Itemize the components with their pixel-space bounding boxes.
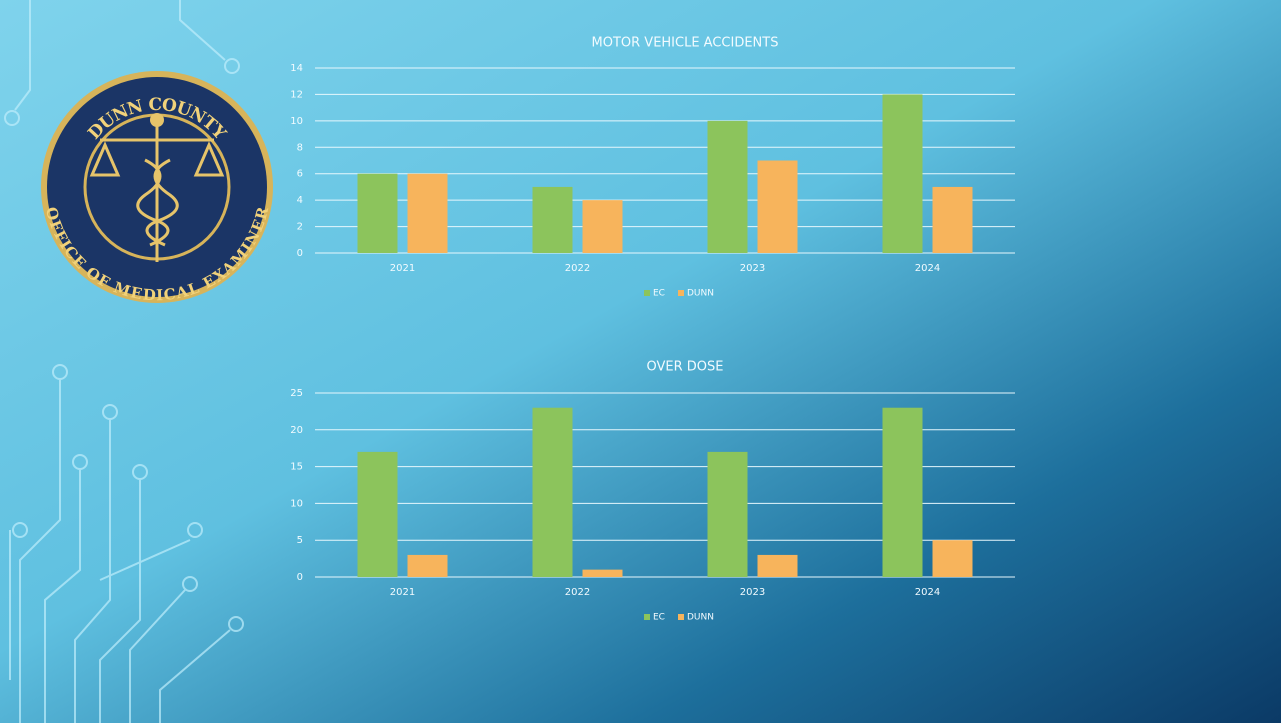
bar: [707, 451, 748, 577]
bar: [532, 407, 573, 577]
bar: [357, 451, 398, 577]
x-tick-label: 2023: [740, 587, 765, 598]
chart: OVER DOSE 0 5 10 15 20 25 2021 2022 2023 2024 EC DUN…: [290, 360, 1015, 623]
legend-label: EC: [653, 289, 665, 299]
y-tick-label: 10: [290, 498, 303, 509]
bar: [757, 554, 798, 577]
circuit-decoration: [4, 0, 244, 723]
chart-title: MOTOR VEHICLE ACCIDENTS: [592, 36, 779, 51]
y-tick-label: 10: [290, 116, 303, 127]
y-tick-label: 15: [290, 462, 303, 473]
legend-swatch: [644, 290, 650, 296]
logo-knob: [150, 113, 164, 127]
y-tick-label: 2: [297, 222, 303, 233]
y-tick-label: 20: [290, 425, 303, 436]
y-tick-label: 0: [297, 572, 303, 583]
charts: MOTOR VEHICLE ACCIDENTS 0 2 4 6 8 10 12 14 2021 20…: [290, 36, 1015, 623]
chart: MOTOR VEHICLE ACCIDENTS 0 2 4 6 8 10 12 14 2021 20…: [290, 36, 1015, 299]
bar: [582, 200, 623, 253]
bar: [882, 407, 923, 577]
legend-label: DUNN: [687, 289, 714, 299]
y-tick-label: 5: [297, 535, 303, 546]
legend-label: EC: [653, 613, 665, 623]
x-tick-label: 2024: [915, 587, 940, 598]
logo: DUNN COUNTY OFFICE OF MEDICAL EXAMINER: [41, 71, 273, 304]
y-tick-label: 25: [290, 388, 303, 399]
legend-label: DUNN: [687, 613, 714, 623]
bar: [757, 160, 798, 253]
legend-swatch: [678, 614, 684, 620]
x-tick-label: 2022: [565, 587, 590, 598]
y-tick-label: 8: [297, 142, 303, 153]
bar: [407, 554, 448, 577]
x-tick-label: 2024: [915, 263, 940, 274]
bar: [582, 569, 623, 577]
legend-swatch: [644, 614, 650, 620]
x-tick-label: 2023: [740, 263, 765, 274]
logo-emblem: [89, 122, 225, 262]
bar: [407, 173, 448, 253]
y-tick-label: 12: [290, 89, 303, 100]
y-tick-label: 14: [290, 63, 303, 74]
x-tick-label: 2021: [390, 263, 415, 274]
bar: [932, 540, 973, 577]
y-tick-label: 6: [297, 169, 303, 180]
y-tick-label: 0: [297, 248, 303, 259]
y-tick-label: 4: [297, 195, 303, 206]
x-tick-label: 2021: [390, 587, 415, 598]
bar: [932, 186, 973, 253]
x-tick-label: 2022: [565, 263, 590, 274]
bar: [882, 94, 923, 253]
legend-swatch: [678, 290, 684, 296]
bar: [532, 186, 573, 253]
bar: [357, 173, 398, 253]
bar: [707, 120, 748, 253]
chart-title: OVER DOSE: [647, 360, 724, 375]
